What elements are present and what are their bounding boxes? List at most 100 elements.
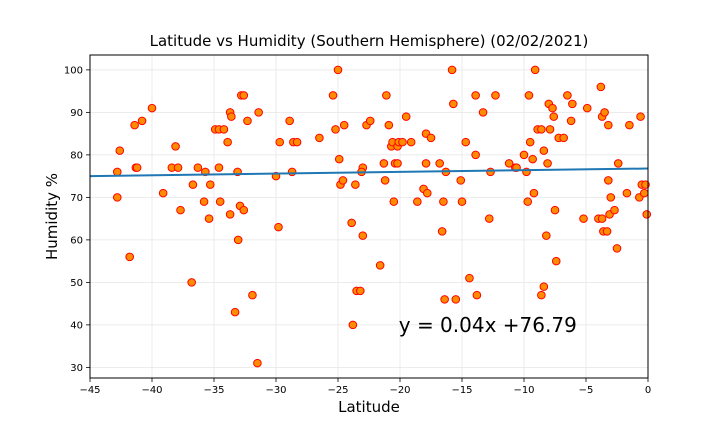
data-point xyxy=(447,65,457,75)
data-point xyxy=(551,256,561,266)
data-point xyxy=(545,125,555,134)
data-point xyxy=(253,358,262,368)
x-tick-label: −5 xyxy=(579,385,594,396)
plot-frame xyxy=(89,54,649,379)
data-point xyxy=(559,133,568,143)
data-point xyxy=(641,180,650,189)
data-point xyxy=(622,188,632,198)
data-point xyxy=(380,176,390,185)
data-point xyxy=(625,120,634,130)
x-axis-label: Latitude xyxy=(338,398,400,416)
x-tick-label: −40 xyxy=(141,385,162,396)
data-point xyxy=(275,137,285,147)
data-point xyxy=(597,214,607,223)
data-point xyxy=(243,116,252,126)
data-point xyxy=(606,193,616,202)
regression-equation: y = 0.04x +76.79 xyxy=(399,313,577,337)
data-point xyxy=(612,244,622,253)
data-point xyxy=(328,91,338,100)
data-point xyxy=(375,261,385,270)
data-point xyxy=(356,286,365,296)
y-axis-label: Humidity % xyxy=(43,173,61,260)
x-tick-label: −25 xyxy=(327,385,348,396)
data-point xyxy=(406,137,416,147)
chart-title: Latitude vs Humidity (Southern Hemispher… xyxy=(150,32,589,50)
data-point xyxy=(542,231,551,240)
data-point xyxy=(604,176,613,185)
regression-line xyxy=(89,167,649,178)
data-point xyxy=(188,180,198,189)
data-point xyxy=(248,290,257,300)
data-point xyxy=(525,137,535,147)
data-point xyxy=(239,205,249,215)
data-point xyxy=(130,120,139,130)
data-point xyxy=(219,125,229,134)
data-point xyxy=(539,282,549,291)
data-point xyxy=(568,99,577,109)
data-point xyxy=(365,116,375,126)
data-point xyxy=(384,120,394,130)
data-point xyxy=(112,167,122,177)
data-point xyxy=(389,197,399,206)
data-point xyxy=(333,65,343,75)
data-point xyxy=(596,82,606,92)
data-point xyxy=(449,99,458,109)
x-tick-label: 0 xyxy=(645,385,651,396)
data-point xyxy=(233,235,243,245)
y-tick-label: 100 xyxy=(64,65,83,76)
data-point xyxy=(292,137,302,147)
data-point xyxy=(137,116,147,126)
regression-line-group xyxy=(89,167,649,178)
data-point xyxy=(239,91,249,100)
y-tick-label: 40 xyxy=(70,320,83,331)
data-point xyxy=(582,103,592,113)
data-point xyxy=(287,167,297,177)
data-point xyxy=(642,210,652,219)
data-point xyxy=(187,278,196,287)
x-axis-ticks: −45 −40 −35 −30 −25 −20 −15 −10 −5 0 xyxy=(79,378,651,396)
data-point xyxy=(176,205,185,215)
data-point xyxy=(537,125,546,134)
data-point xyxy=(472,290,482,300)
x-tick-label: −10 xyxy=(513,385,534,396)
data-point xyxy=(549,112,559,121)
y-tick-label: 50 xyxy=(70,278,83,289)
data-point xyxy=(639,188,649,198)
data-point xyxy=(636,112,645,121)
data-point xyxy=(604,120,613,130)
data-point xyxy=(254,108,263,117)
data-point xyxy=(315,133,324,143)
data-point xyxy=(334,154,344,164)
data-point xyxy=(539,146,549,155)
data-point xyxy=(439,197,448,206)
y-tick-label: 80 xyxy=(70,150,83,161)
data-point xyxy=(550,205,560,215)
data-point xyxy=(227,112,236,121)
data-point xyxy=(543,159,552,168)
data-point xyxy=(566,116,576,126)
data-points xyxy=(112,65,652,368)
data-point xyxy=(422,188,432,198)
data-point xyxy=(524,91,534,100)
data-point xyxy=(486,167,495,177)
data-point xyxy=(225,210,235,219)
x-tick-label: −20 xyxy=(389,385,410,396)
data-point xyxy=(563,91,572,100)
data-point xyxy=(471,150,480,160)
y-tick-label: 30 xyxy=(70,363,83,374)
data-point xyxy=(548,103,557,113)
data-point xyxy=(461,137,471,147)
data-point xyxy=(519,150,529,160)
data-point xyxy=(338,176,348,185)
x-tick-label: −30 xyxy=(265,385,286,396)
data-point xyxy=(215,197,225,206)
data-point xyxy=(147,103,157,113)
data-point xyxy=(347,218,356,228)
y-tick-label: 90 xyxy=(70,108,83,119)
data-point xyxy=(528,154,537,164)
data-point xyxy=(230,307,240,317)
data-point xyxy=(193,163,203,172)
data-point xyxy=(437,227,447,236)
data-point xyxy=(125,252,134,262)
